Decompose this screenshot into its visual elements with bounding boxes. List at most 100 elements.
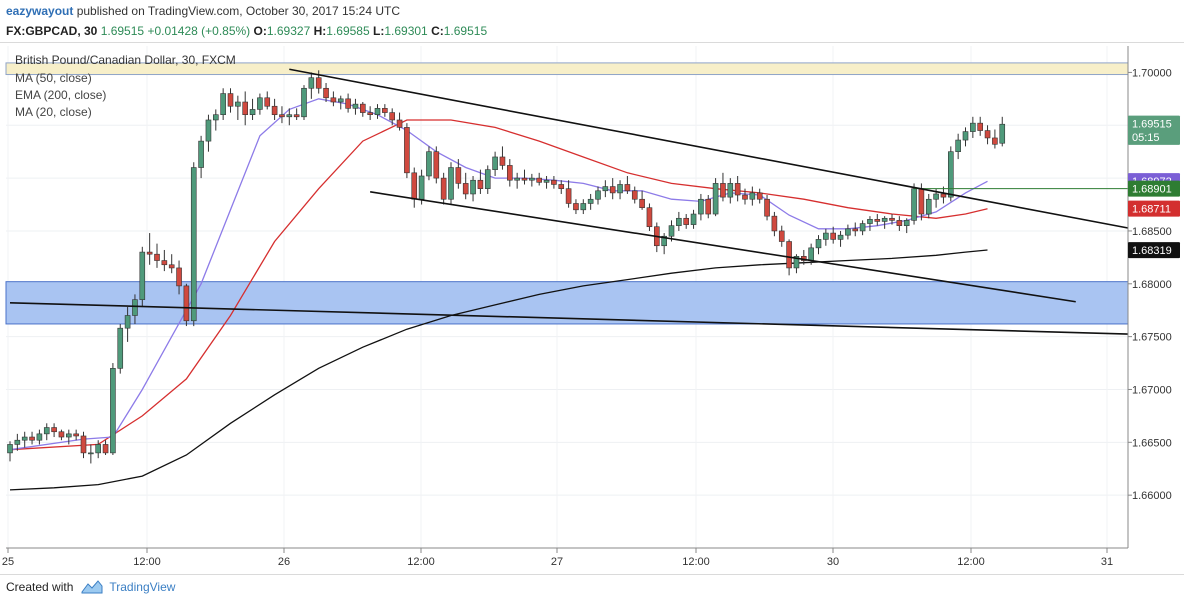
price-label-text: 1.69515 xyxy=(1132,119,1172,131)
candles xyxy=(7,70,1006,464)
candle-body xyxy=(213,114,219,121)
candle xyxy=(337,95,344,110)
candle xyxy=(565,180,572,208)
candle-body xyxy=(110,368,116,454)
candle xyxy=(389,108,396,126)
candle-body xyxy=(631,190,638,200)
candle-body xyxy=(88,452,94,455)
candle xyxy=(551,175,557,189)
candle-body xyxy=(668,225,675,237)
candle xyxy=(705,195,712,219)
candle xyxy=(514,172,520,189)
author-name[interactable]: eazywayout xyxy=(6,4,74,18)
trendlines xyxy=(9,68,1129,335)
candle xyxy=(631,186,638,204)
candle xyxy=(146,233,153,265)
x-tick-label: 26 xyxy=(278,556,290,568)
candle xyxy=(962,127,969,147)
candle-body xyxy=(529,177,535,181)
candle-body xyxy=(543,179,550,183)
candle-body xyxy=(690,213,697,225)
candle-body xyxy=(874,219,881,222)
open-value: 1.69327 xyxy=(266,24,311,38)
candle-body xyxy=(66,433,72,438)
candle-body xyxy=(404,127,410,174)
candle-body xyxy=(183,285,190,322)
candle xyxy=(448,162,454,205)
candle-body xyxy=(80,435,87,454)
candle-body xyxy=(933,193,939,200)
candle xyxy=(698,193,704,221)
candle-body xyxy=(778,230,785,242)
candle xyxy=(661,233,667,255)
candle-body xyxy=(551,179,557,185)
candle xyxy=(580,199,587,215)
candle xyxy=(940,186,947,204)
candle-body xyxy=(984,130,991,139)
legend-ma50: MA (50, close) xyxy=(15,71,92,85)
candle xyxy=(712,178,719,217)
candle xyxy=(911,183,917,225)
candle xyxy=(470,175,476,202)
candle xyxy=(323,82,329,103)
close-label: C: xyxy=(431,24,444,38)
candle xyxy=(573,199,579,215)
candle-body xyxy=(705,198,712,215)
tradingview-brand-link[interactable]: TradingView xyxy=(109,580,176,594)
candle-body xyxy=(999,123,1006,144)
candle-body xyxy=(580,203,587,211)
candle xyxy=(404,123,410,179)
candle-body xyxy=(970,122,976,132)
candle-body xyxy=(830,232,837,240)
candle xyxy=(308,72,315,99)
candle-body xyxy=(249,109,256,115)
candle xyxy=(874,214,881,226)
open-label: O: xyxy=(253,24,267,38)
candle-body xyxy=(14,439,21,445)
candle xyxy=(859,220,866,236)
candle xyxy=(66,429,72,445)
candle-body xyxy=(595,190,601,200)
candle xyxy=(587,193,594,210)
candle-body xyxy=(154,253,160,261)
candle xyxy=(264,91,271,110)
candle xyxy=(58,429,65,441)
price-label-tag: 1.68711 xyxy=(1128,200,1180,217)
candle-body xyxy=(484,169,491,189)
candle xyxy=(999,116,1006,147)
chart-legend: British Pound/Canadian Dollar, 30, FXCM … xyxy=(15,53,236,119)
close-value: 1.69515 xyxy=(443,24,488,38)
lower-trendline xyxy=(370,191,1076,303)
candle-body xyxy=(609,186,616,194)
ema200-line xyxy=(9,249,988,491)
candle xyxy=(29,431,35,445)
candle-body xyxy=(661,235,667,247)
candle xyxy=(213,109,219,131)
candle xyxy=(815,235,822,255)
candle xyxy=(367,106,373,120)
candle-body xyxy=(330,97,337,103)
candle-body xyxy=(367,112,373,115)
tradingview-logo-icon[interactable] xyxy=(81,580,103,594)
candle-body xyxy=(962,131,969,141)
x-tick-label: 25 xyxy=(2,556,14,568)
candle-body xyxy=(477,179,484,189)
candle-body xyxy=(227,93,234,107)
candle-body xyxy=(73,433,79,437)
candle-body xyxy=(426,151,432,177)
candle xyxy=(168,254,175,274)
legend-ema200: EMA (200, close) xyxy=(15,88,106,102)
y-tick-label: 1.66000 xyxy=(1132,490,1172,502)
candle xyxy=(683,214,690,229)
candle xyxy=(382,104,388,117)
x-tick-label: 12:00 xyxy=(407,556,435,568)
candle-body xyxy=(455,167,462,184)
candle xyxy=(95,440,101,459)
candle xyxy=(426,146,432,181)
candle-body xyxy=(337,98,344,103)
candle xyxy=(484,165,491,194)
candle-body xyxy=(676,217,682,226)
candle-body xyxy=(359,103,366,113)
candle xyxy=(925,193,932,219)
